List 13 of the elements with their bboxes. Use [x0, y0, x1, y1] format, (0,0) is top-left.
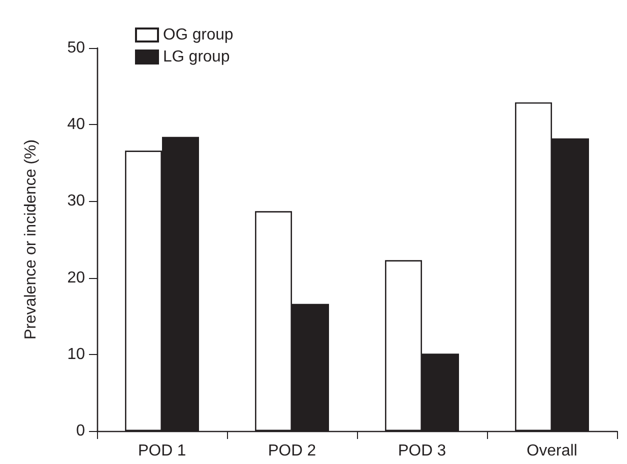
legend-label: LG group	[163, 48, 230, 66]
x-tick-label: POD 2	[268, 442, 316, 460]
x-tick-label: POD 1	[138, 442, 186, 460]
y-tick-label: 0	[76, 422, 86, 440]
x-tick-label: POD 3	[398, 442, 446, 460]
y-tick-label: 50	[67, 40, 86, 56]
y-tick-label: 30	[67, 192, 86, 210]
y-tick-label: 20	[67, 269, 86, 286]
x-tick-label: Overall	[526, 442, 578, 460]
legend-label: OG group	[163, 26, 234, 44]
y-axis-title: Prevalence or incidence (%)	[22, 139, 40, 340]
y-tick-label: 10	[67, 346, 86, 363]
y-tick-label: 40	[67, 116, 86, 134]
